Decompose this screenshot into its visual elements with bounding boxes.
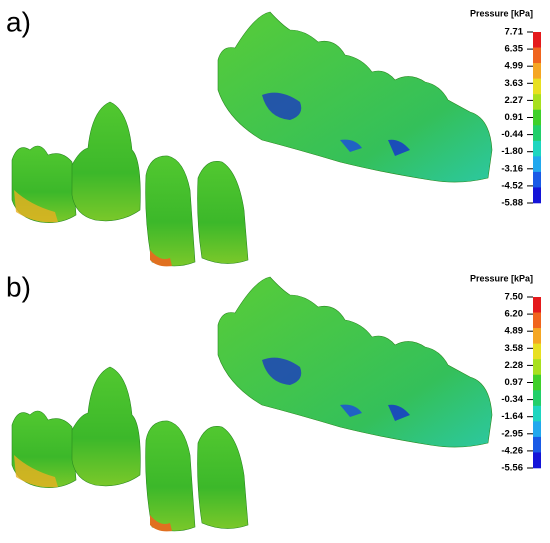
tick-label: 4.99 xyxy=(505,61,524,72)
colorbar-segment xyxy=(533,94,541,111)
tick-label: 3.63 xyxy=(505,78,524,89)
legend-title: Pressure [kPa] xyxy=(470,273,533,283)
colorbar-segment xyxy=(533,343,541,360)
teeth-render xyxy=(11,276,493,532)
colorbar-segment xyxy=(533,156,541,173)
tick-label: -3.16 xyxy=(501,163,523,174)
tick-label: 2.28 xyxy=(505,360,524,371)
tick-label: -5.56 xyxy=(501,463,523,474)
colorbar-segment xyxy=(533,312,541,329)
colorbar-segment xyxy=(533,187,541,204)
colorbar-segment xyxy=(533,32,541,48)
tick-label: -4.52 xyxy=(501,180,523,191)
tick-label: 7.71 xyxy=(505,27,524,38)
tick-label: 3.58 xyxy=(505,343,524,354)
teeth-render xyxy=(11,11,493,267)
tick-label: 6.20 xyxy=(505,309,524,320)
colorbar-segment xyxy=(533,47,541,64)
colorbar-segment xyxy=(533,109,541,126)
colorbar-segment xyxy=(533,374,541,391)
tick-label: 0.97 xyxy=(505,377,524,388)
colorbar-segment xyxy=(533,297,541,313)
colorbar-segment xyxy=(533,405,541,422)
colorbar-segment xyxy=(533,78,541,95)
colorbar-segment xyxy=(533,63,541,79)
colorbar-segment xyxy=(533,421,541,438)
tick-label: 4.89 xyxy=(505,326,524,337)
tick-label: 0.91 xyxy=(505,112,524,123)
tick-label: -0.34 xyxy=(501,394,523,405)
tick-label: -4.26 xyxy=(501,445,523,456)
tick-label: -1.80 xyxy=(501,146,523,157)
tick-label: 2.27 xyxy=(505,95,524,106)
panel-label: a) xyxy=(6,6,31,37)
legend-title: Pressure [kPa] xyxy=(470,8,533,18)
panel-label: b) xyxy=(6,271,31,302)
tick-label: 7.50 xyxy=(505,292,524,303)
colorbar-segment xyxy=(533,436,541,453)
tick-label: -1.64 xyxy=(501,411,523,422)
tick-label: 6.35 xyxy=(505,44,524,55)
colorbar-segment xyxy=(533,359,541,376)
tick-label: -0.44 xyxy=(501,129,523,140)
colorbar-segment xyxy=(533,140,541,157)
colorbar-segment xyxy=(533,328,541,344)
colorbar-segment xyxy=(533,390,541,407)
colorbar-segment xyxy=(533,125,541,142)
tick-label: -2.95 xyxy=(501,428,523,439)
colorbar-segment xyxy=(533,452,541,469)
colorbar-segment xyxy=(533,171,541,188)
tick-label: -5.88 xyxy=(501,198,523,209)
